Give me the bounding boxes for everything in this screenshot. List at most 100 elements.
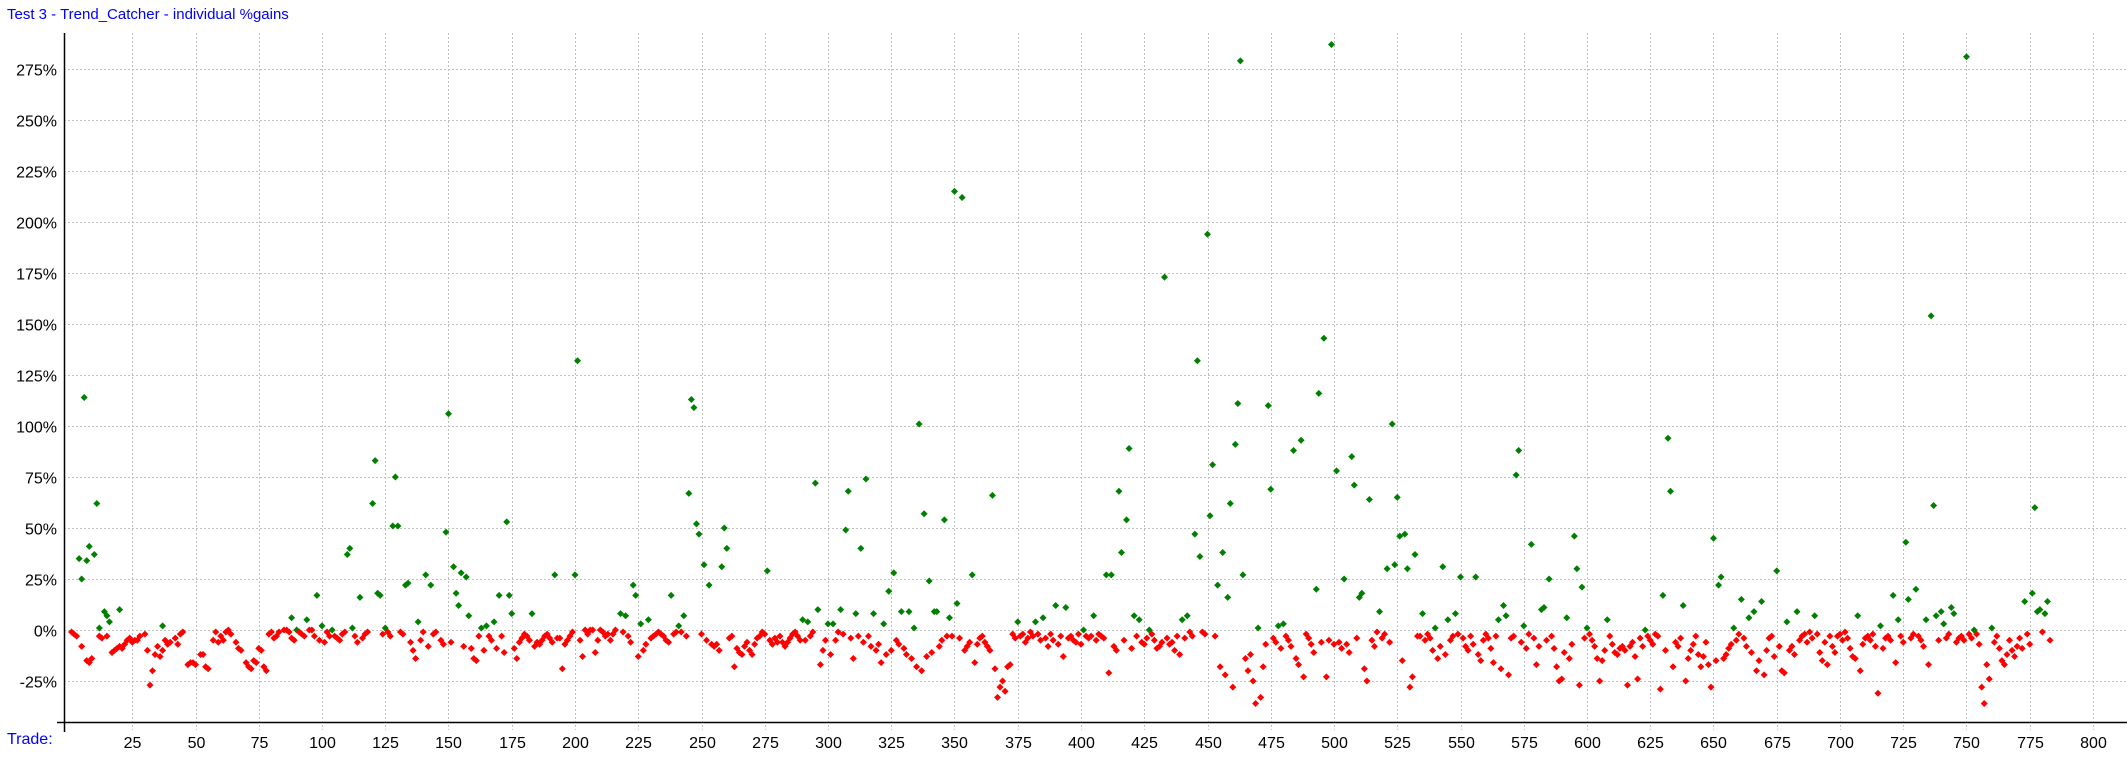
- data-point: [639, 646, 647, 654]
- data-point: [690, 404, 698, 412]
- data-point: [915, 420, 923, 428]
- y-tick-label: 275%: [16, 63, 57, 80]
- data-point: [1697, 663, 1705, 671]
- data-point: [1090, 612, 1098, 620]
- data-point: [880, 620, 888, 628]
- data-point: [452, 589, 460, 597]
- data-point: [1312, 585, 1320, 593]
- data-point: [1909, 630, 1917, 638]
- data-point: [1844, 634, 1852, 642]
- data-point: [1274, 622, 1282, 630]
- data-point: [364, 628, 372, 636]
- data-point: [1201, 630, 1209, 638]
- data-point: [1206, 512, 1214, 520]
- y-tick-label: 200%: [16, 216, 57, 233]
- data-point: [252, 659, 260, 667]
- data-point: [1300, 673, 1308, 681]
- data-point: [267, 628, 275, 636]
- data-point: [75, 555, 83, 563]
- data-point: [1133, 632, 1141, 640]
- data-point: [1183, 612, 1191, 620]
- data-point: [1689, 640, 1697, 648]
- data-point: [1591, 642, 1599, 650]
- data-point: [1107, 571, 1115, 579]
- data-point: [907, 655, 915, 663]
- data-point: [900, 644, 908, 652]
- data-point: [1543, 636, 1551, 644]
- data-point: [1100, 634, 1108, 642]
- data-point: [723, 544, 731, 552]
- data-point: [1024, 634, 1032, 642]
- gridlines: [64, 33, 2127, 730]
- data-point: [90, 551, 98, 559]
- data-point: [1869, 630, 1877, 638]
- data-point: [1548, 632, 1556, 640]
- data-point: [1383, 565, 1391, 573]
- data-point: [682, 632, 690, 640]
- data-point: [1573, 565, 1581, 573]
- data-point: [1467, 632, 1475, 640]
- data-point: [310, 632, 318, 640]
- data-point: [897, 608, 905, 616]
- data-point: [1826, 632, 1834, 640]
- data-point: [1128, 644, 1136, 652]
- data-point: [672, 628, 680, 636]
- data-point: [498, 632, 506, 640]
- data-point: [1406, 683, 1414, 691]
- data-point: [1500, 602, 1508, 610]
- data-point: [1684, 655, 1692, 663]
- data-point: [1755, 657, 1763, 665]
- data-point: [480, 646, 488, 654]
- data-point: [442, 528, 450, 536]
- data-point: [1231, 440, 1239, 448]
- data-point: [427, 581, 435, 589]
- data-point: [763, 567, 771, 575]
- data-point: [1811, 612, 1819, 620]
- x-tick-label: 375: [1005, 735, 1032, 752]
- data-point: [1211, 632, 1219, 640]
- data-point: [667, 591, 675, 599]
- data-point: [1305, 634, 1313, 642]
- data-point: [1381, 630, 1389, 638]
- data-point: [824, 620, 832, 628]
- data-point: [1995, 644, 2003, 652]
- data-point: [1135, 616, 1143, 624]
- data-point: [1715, 581, 1723, 589]
- data-point: [1241, 655, 1249, 663]
- data-point: [2016, 634, 2024, 642]
- x-axis-labels: 25 50 75 100 125 150 175 200 225 250 275 300 325 350 3…: [124, 735, 2107, 752]
- data-point: [1123, 516, 1131, 524]
- data-point: [627, 638, 635, 646]
- data-point: [1656, 685, 1664, 693]
- data-point: [885, 587, 893, 595]
- data-point: [1593, 655, 1601, 663]
- data-point: [928, 648, 936, 656]
- data-point: [958, 194, 966, 202]
- data-point: [1120, 636, 1128, 644]
- data-point: [1580, 634, 1588, 642]
- x-tick-label: 700: [1827, 735, 1854, 752]
- data-point: [1522, 644, 1530, 652]
- data-point: [548, 638, 556, 646]
- data-point: [1171, 646, 1179, 654]
- data-point: [386, 632, 394, 640]
- data-point: [918, 667, 926, 675]
- data-point: [1897, 632, 1905, 640]
- data-point: [1874, 689, 1882, 697]
- data-point: [748, 650, 756, 658]
- data-point: [1629, 638, 1637, 646]
- data-point: [629, 581, 637, 589]
- data-point: [1742, 642, 1750, 650]
- data-point: [353, 638, 361, 646]
- data-point: [594, 636, 602, 644]
- axes: [57, 33, 2127, 732]
- data-point: [407, 638, 415, 646]
- data-point: [88, 655, 96, 663]
- data-point: [391, 473, 399, 481]
- data-point: [204, 665, 212, 673]
- data-point: [1608, 640, 1616, 648]
- data-point: [1550, 644, 1558, 652]
- data-point: [606, 636, 614, 644]
- data-point: [1449, 632, 1457, 640]
- data-point: [713, 640, 721, 648]
